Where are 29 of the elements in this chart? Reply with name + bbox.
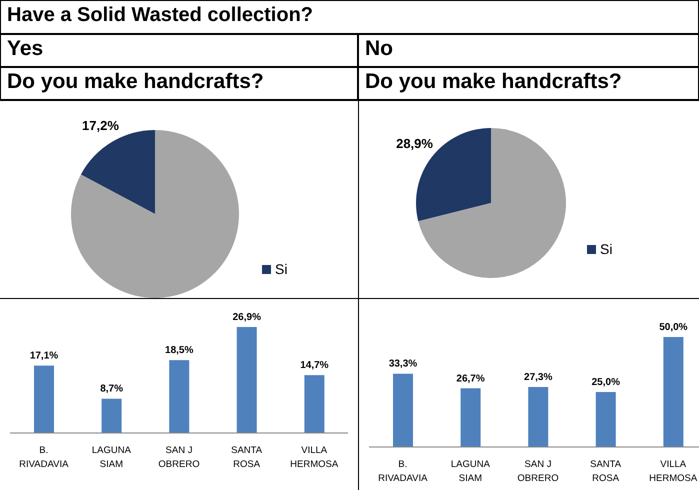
x-tick-label: VILLA HERMOSA bbox=[290, 445, 339, 470]
data-label: 26,7% bbox=[456, 373, 485, 384]
data-label: 18,5% bbox=[165, 345, 194, 356]
legend-label: Si bbox=[600, 241, 612, 257]
x-tick-label: B. RIVADAVIA bbox=[19, 445, 70, 470]
x-tick-label: B. RIVADAVIA bbox=[378, 459, 428, 484]
x-tick-label: LAGUNA SIAM bbox=[450, 459, 491, 484]
chart-subtitle: Do you make handcrafts? bbox=[0, 67, 358, 100]
x-tick-label: VILLA HERMOSA bbox=[649, 459, 698, 484]
data-label: 33,3% bbox=[388, 358, 418, 370]
data-label: 26,9% bbox=[232, 312, 262, 323]
chart-title: Yes bbox=[0, 34, 358, 67]
data-label: 50,0% bbox=[659, 322, 688, 333]
data-label: 25,0% bbox=[592, 377, 620, 388]
data-label: 17,1% bbox=[30, 350, 58, 362]
data-label: 8,7% bbox=[100, 384, 124, 395]
text: Have a Solid Wasted collection? bbox=[0, 0, 699, 34]
data-label: 27,3% bbox=[524, 372, 552, 383]
x-tick-label: SAN J OBRERO bbox=[158, 445, 200, 470]
legend-label: Si bbox=[275, 261, 288, 277]
x-tick-label: LAGUNA SIAM bbox=[92, 445, 132, 470]
data-label: 28,9% bbox=[396, 136, 434, 152]
data-label: 17,2% bbox=[82, 118, 120, 133]
x-tick-label: SAN J OBRERO bbox=[517, 459, 559, 484]
chart-subtitle: Do you make handcrafts? bbox=[358, 67, 699, 100]
x-tick-label: SANTA ROSA bbox=[590, 459, 622, 484]
data-label: 14,7% bbox=[300, 360, 329, 372]
chart-title: No bbox=[358, 34, 699, 67]
x-tick-label: SANTA ROSA bbox=[231, 445, 263, 470]
